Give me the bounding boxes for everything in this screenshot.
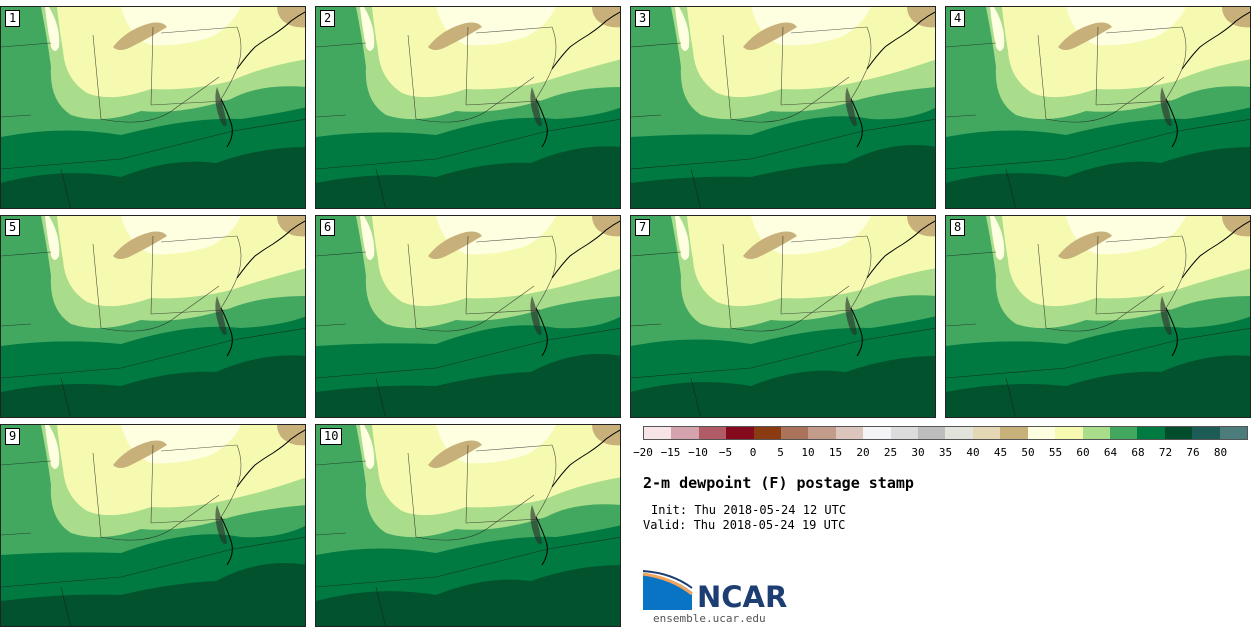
colorbar-tick-label: 50 xyxy=(1021,446,1035,459)
postage-stamp-panel: 5 xyxy=(0,215,306,418)
colorbar-tick-label: 72 xyxy=(1158,446,1173,459)
colorbar-tick-label: 5 xyxy=(777,446,784,459)
postage-stamp-panel: 6 xyxy=(315,215,621,418)
ncar-logo-text: NCAR xyxy=(697,580,788,614)
colorbar-tick-label: −20 xyxy=(633,446,653,459)
colorbar-tick-label: −10 xyxy=(688,446,708,459)
colorbar-swatch xyxy=(972,427,1001,439)
dewpoint-map xyxy=(1,425,305,626)
dewpoint-map xyxy=(316,7,620,208)
postage-stamp-panel: 7 xyxy=(630,215,936,418)
colorbar-tick-label: 30 xyxy=(911,446,925,459)
postage-stamp-panel: 8 xyxy=(945,215,1251,418)
colorbar-tick-label: 25 xyxy=(883,446,898,459)
member-number: 6 xyxy=(320,219,336,236)
colorbar-tick-label: 20 xyxy=(856,446,870,459)
dewpoint-map xyxy=(946,7,1250,208)
colorbar-tick-label: 60 xyxy=(1076,446,1090,459)
colorbar-swatch xyxy=(1192,427,1220,439)
member-number: 7 xyxy=(635,219,651,236)
colorbar-swatch xyxy=(1082,427,1110,439)
postage-stamp-panel: 4 xyxy=(945,6,1251,209)
colorbar-swatch xyxy=(1000,427,1028,439)
colorbar-tick-label: −5 xyxy=(718,446,733,459)
member-number: 1 xyxy=(5,10,21,27)
postage-stamp-panel: 10 xyxy=(315,424,621,627)
colorbar-swatch xyxy=(698,427,727,439)
colorbar-swatch xyxy=(835,427,864,439)
member-number: 9 xyxy=(5,428,21,445)
colorbar-tick-label: 80 xyxy=(1213,446,1228,459)
colorbar-tick-label: 45 xyxy=(993,446,1008,459)
colorbar-swatch xyxy=(918,427,946,439)
colorbar-swatch xyxy=(1164,427,1193,439)
colorbar-tick-label: 68 xyxy=(1131,446,1145,459)
colorbar-swatch xyxy=(1027,427,1056,439)
member-number: 5 xyxy=(5,219,21,236)
dewpoint-map xyxy=(1,7,305,208)
colorbar-tick-label: 35 xyxy=(938,446,953,459)
postage-stamp-panel: 2 xyxy=(315,6,621,209)
dewpoint-map xyxy=(631,216,935,417)
colorbar-swatch xyxy=(1219,427,1247,439)
postage-stamp-panel: 3 xyxy=(630,6,936,209)
colorbar-tick-label: 15 xyxy=(828,446,843,459)
colorbar-swatch xyxy=(1109,427,1138,439)
colorbar-tick-label: 0 xyxy=(749,446,757,459)
dewpoint-map xyxy=(316,425,620,626)
colorbar-tick-label: −15 xyxy=(660,446,681,459)
colorbar-tick-label: 64 xyxy=(1103,446,1118,459)
colorbar-swatch xyxy=(671,427,699,439)
postage-stamp-panel: 1 xyxy=(0,6,306,209)
dewpoint-map xyxy=(946,216,1250,417)
colorbar-swatch xyxy=(890,427,919,439)
valid-time: Valid: Thu 2018-05-24 19 UTC xyxy=(643,518,846,532)
member-number: 4 xyxy=(950,10,966,27)
colorbar xyxy=(643,426,1248,440)
colorbar-ticks: −20 −15 −10 −5 0 5 10 15 20 25 30 35 40 45 50 55 60 64 68 7… xyxy=(633,446,1248,460)
init-time: Init: Thu 2018-05-24 12 UTC xyxy=(651,503,847,517)
colorbar-swatch xyxy=(726,427,754,439)
colorbar-swatch xyxy=(808,427,836,439)
colorbar-tick-label: 55 xyxy=(1048,446,1063,459)
dewpoint-map xyxy=(1,216,305,417)
dewpoint-map xyxy=(631,7,935,208)
postage-stamp-panel: 9 xyxy=(0,424,306,627)
colorbar-swatch xyxy=(753,427,782,439)
logo-url: ensemble.ucar.edu xyxy=(653,612,766,625)
dewpoint-map xyxy=(316,216,620,417)
member-number: 10 xyxy=(320,428,343,445)
colorbar-swatch xyxy=(863,427,891,439)
member-number: 8 xyxy=(950,219,966,236)
member-number: 3 xyxy=(635,10,651,27)
plot-title: 2-m dewpoint (F) postage stamp xyxy=(643,474,914,492)
colorbar-swatch xyxy=(1055,427,1083,439)
colorbar-swatch xyxy=(1137,427,1165,439)
colorbar-swatch xyxy=(781,427,809,439)
colorbar-swatch xyxy=(644,427,672,439)
colorbar-swatch xyxy=(945,427,973,439)
ncar-logo-icon xyxy=(642,570,693,610)
colorbar-tick-label: 10 xyxy=(801,446,815,459)
colorbar-tick-label: 40 xyxy=(966,446,980,459)
member-number: 2 xyxy=(320,10,336,27)
colorbar-tick-label: 76 xyxy=(1186,446,1200,459)
